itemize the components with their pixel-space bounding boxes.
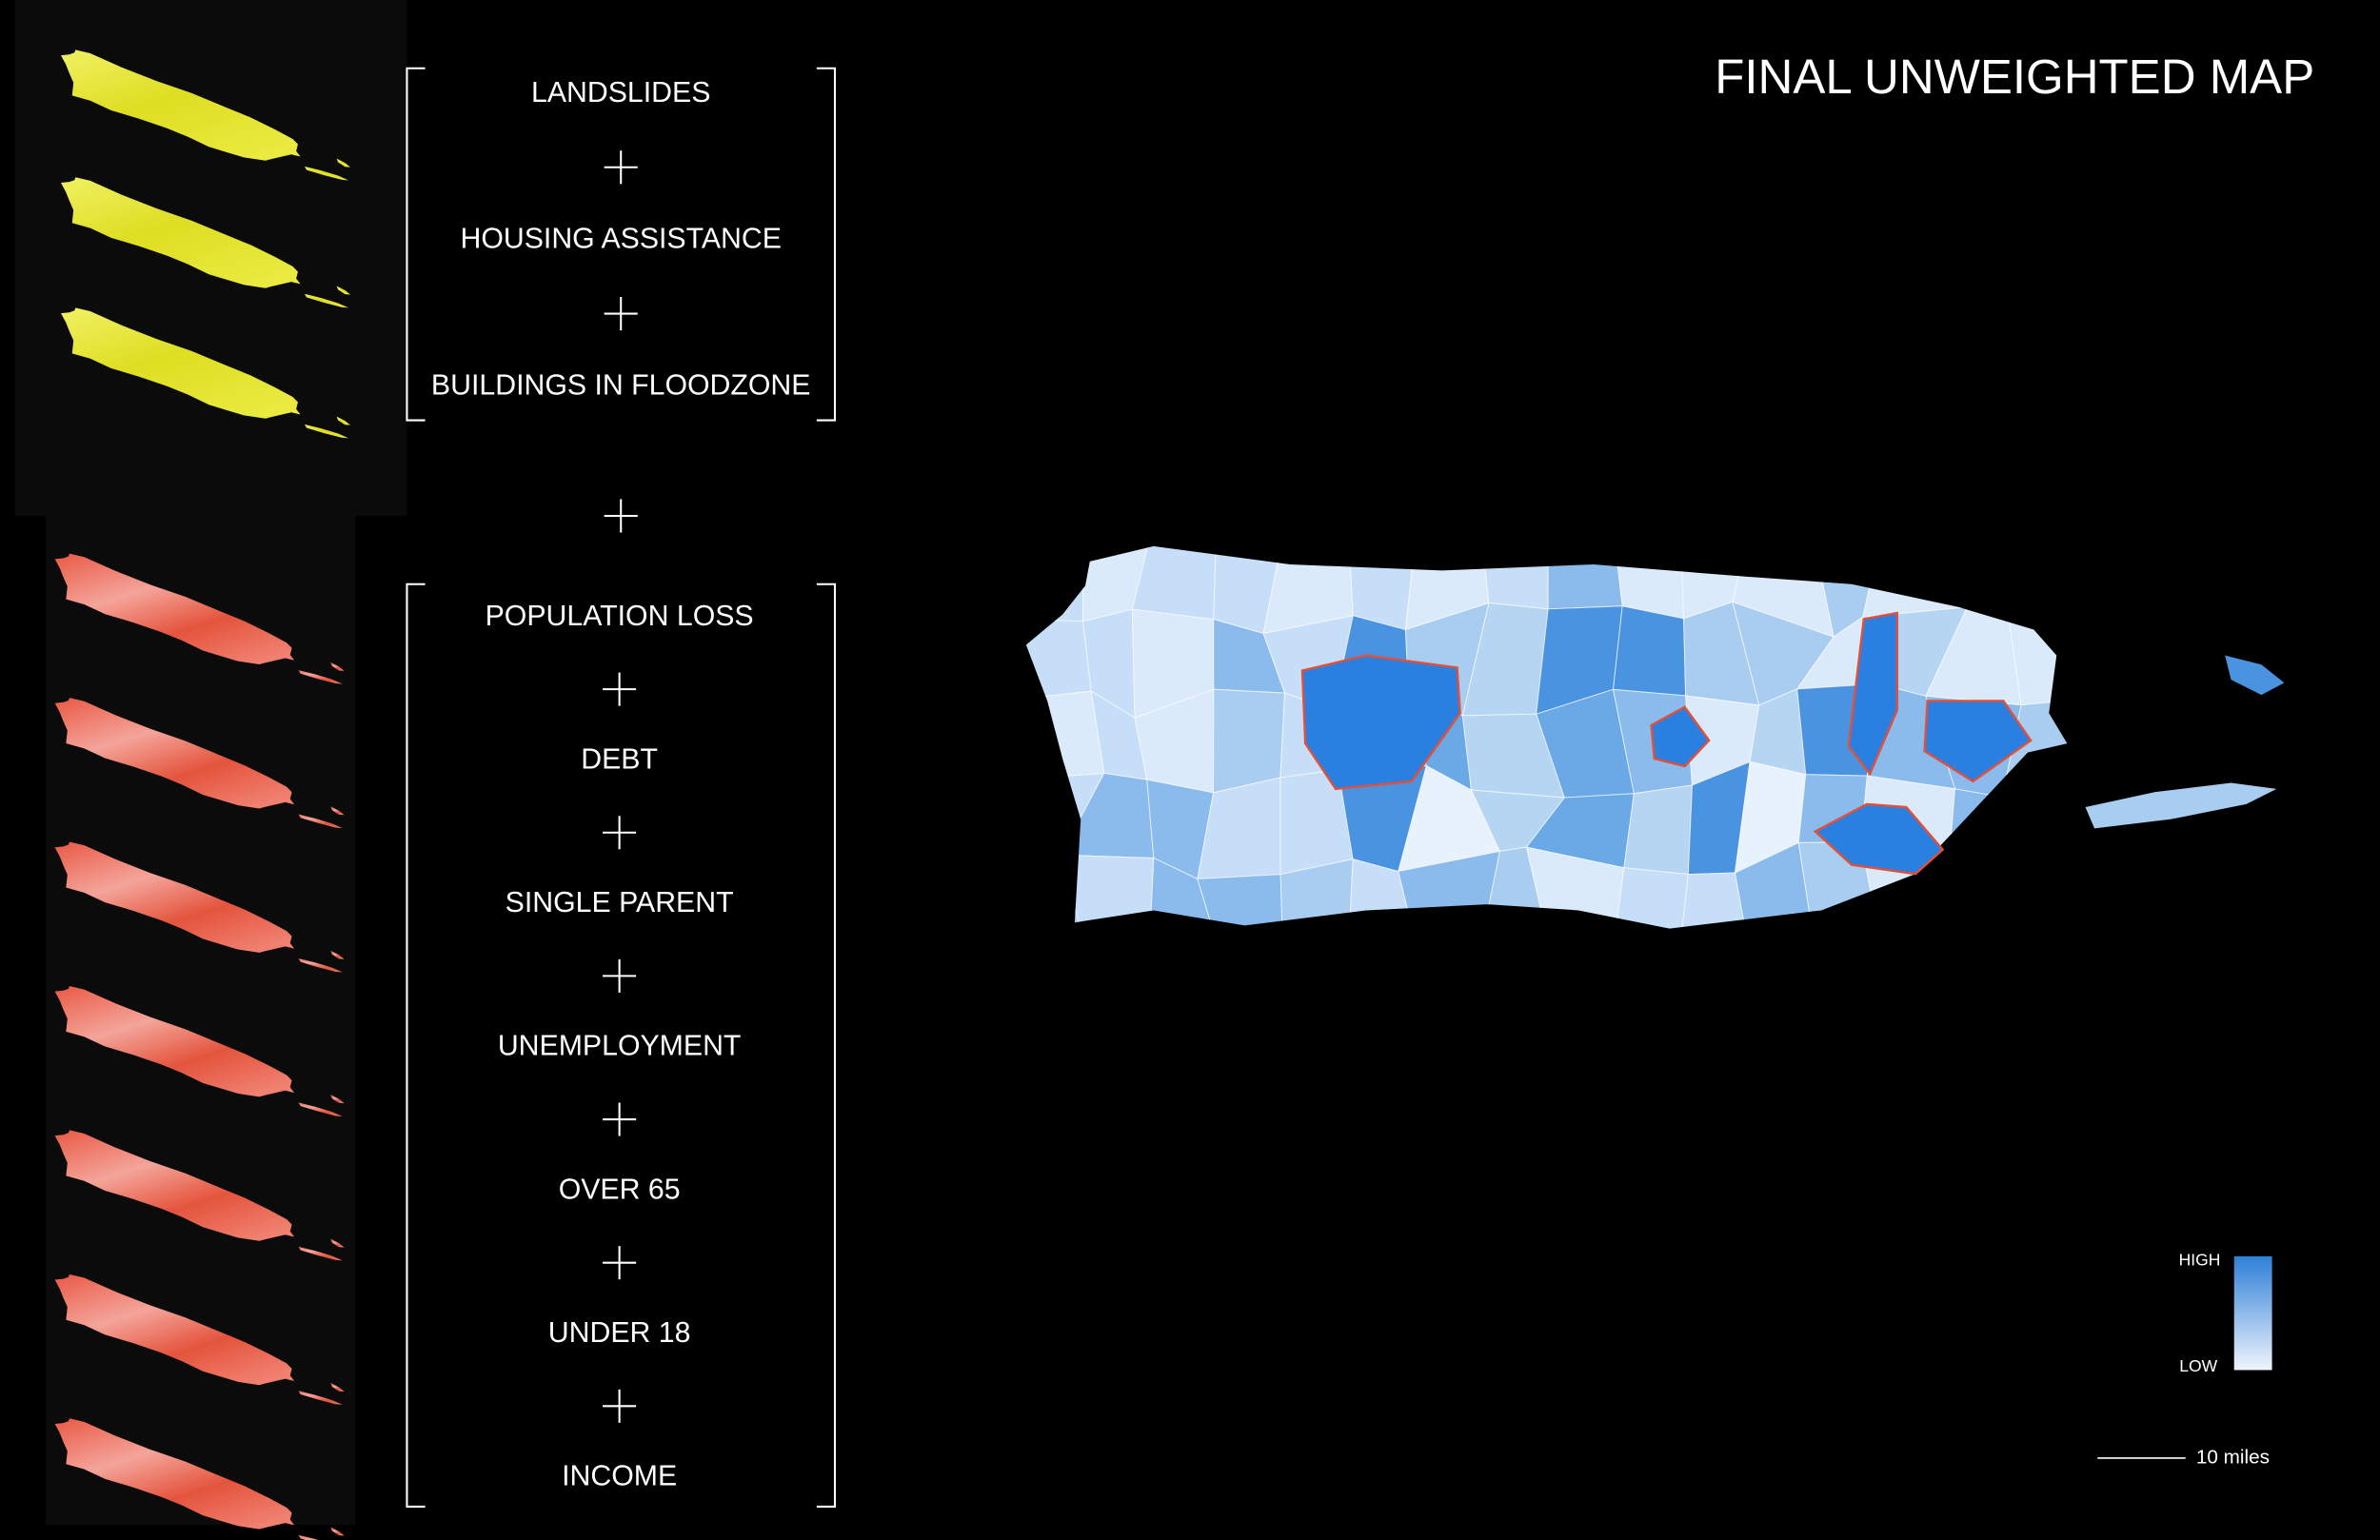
municipality bbox=[1025, 618, 1092, 701]
municipality bbox=[1213, 688, 1285, 794]
highlight-region bbox=[1300, 654, 1461, 791]
municipality bbox=[2009, 545, 2068, 622]
title: FINAL UNWEIGHTED MAP bbox=[1715, 49, 2314, 104]
plus-sign bbox=[604, 150, 638, 185]
municipality bbox=[1060, 854, 1155, 929]
highlight-region bbox=[1923, 700, 2033, 783]
bracket-left bbox=[406, 582, 426, 1508]
plus-sign bbox=[604, 297, 638, 331]
municipality bbox=[1348, 545, 1417, 631]
municipality bbox=[2008, 618, 2068, 706]
municipality bbox=[1480, 545, 1549, 610]
factor-label: BUILDINGS IN FLOODZONE bbox=[431, 369, 811, 401]
legend-high: HIGH bbox=[2179, 1250, 2221, 1269]
municipality bbox=[2001, 779, 2068, 861]
bracket-left bbox=[406, 67, 426, 422]
factor-label: UNDER 18 bbox=[548, 1317, 691, 1349]
factor-label: LANDSLIDES bbox=[531, 77, 710, 109]
factor-label: HOUSING ASSISTANCE bbox=[460, 224, 781, 255]
factor-label: INCOME bbox=[562, 1461, 677, 1492]
municipality bbox=[1623, 784, 1694, 876]
municipality bbox=[1025, 545, 1084, 622]
legend-gradient bbox=[2233, 1255, 2272, 1371]
vieques bbox=[2085, 782, 2277, 829]
factor-label: DEBT bbox=[581, 743, 658, 775]
bracket-right bbox=[816, 582, 837, 1508]
bracket-right bbox=[816, 67, 837, 422]
factor-label: OVER 65 bbox=[559, 1174, 681, 1205]
culebra bbox=[2225, 655, 2285, 696]
highlight-region bbox=[1847, 611, 1899, 777]
factor-label: SINGLE PARENT bbox=[506, 887, 734, 918]
municipality bbox=[1613, 605, 1687, 697]
scale-label: 10 miles bbox=[2196, 1446, 2270, 1468]
factor-label: UNEMPLOYMENT bbox=[498, 1031, 742, 1062]
municipality bbox=[1197, 874, 1283, 929]
plus-sign bbox=[603, 1389, 637, 1423]
municipality bbox=[1946, 846, 2030, 929]
highlight-region bbox=[1650, 705, 1711, 768]
factor-lists: LANDSLIDES HOUSING ASSISTANCE BUILDINGS IN… bbox=[406, 67, 837, 1508]
municipality bbox=[1614, 867, 1689, 929]
plus-sign bbox=[603, 958, 637, 993]
main-map bbox=[1025, 545, 2285, 929]
plus-sign bbox=[604, 499, 638, 533]
plus-sign bbox=[603, 816, 637, 850]
municipality bbox=[1862, 545, 1969, 618]
municipality bbox=[1947, 788, 2030, 874]
municipality bbox=[2012, 846, 2068, 929]
plus-sign bbox=[603, 672, 637, 706]
highlight-region bbox=[1813, 802, 1945, 876]
plus-sign bbox=[603, 1246, 637, 1280]
municipality bbox=[1025, 854, 1084, 929]
factor-label: POPULATION LOSS bbox=[486, 601, 754, 632]
legend-low: LOW bbox=[2179, 1356, 2217, 1375]
plus-sign bbox=[603, 1102, 637, 1136]
municipality bbox=[1025, 690, 1105, 780]
municipality bbox=[1547, 545, 1623, 610]
